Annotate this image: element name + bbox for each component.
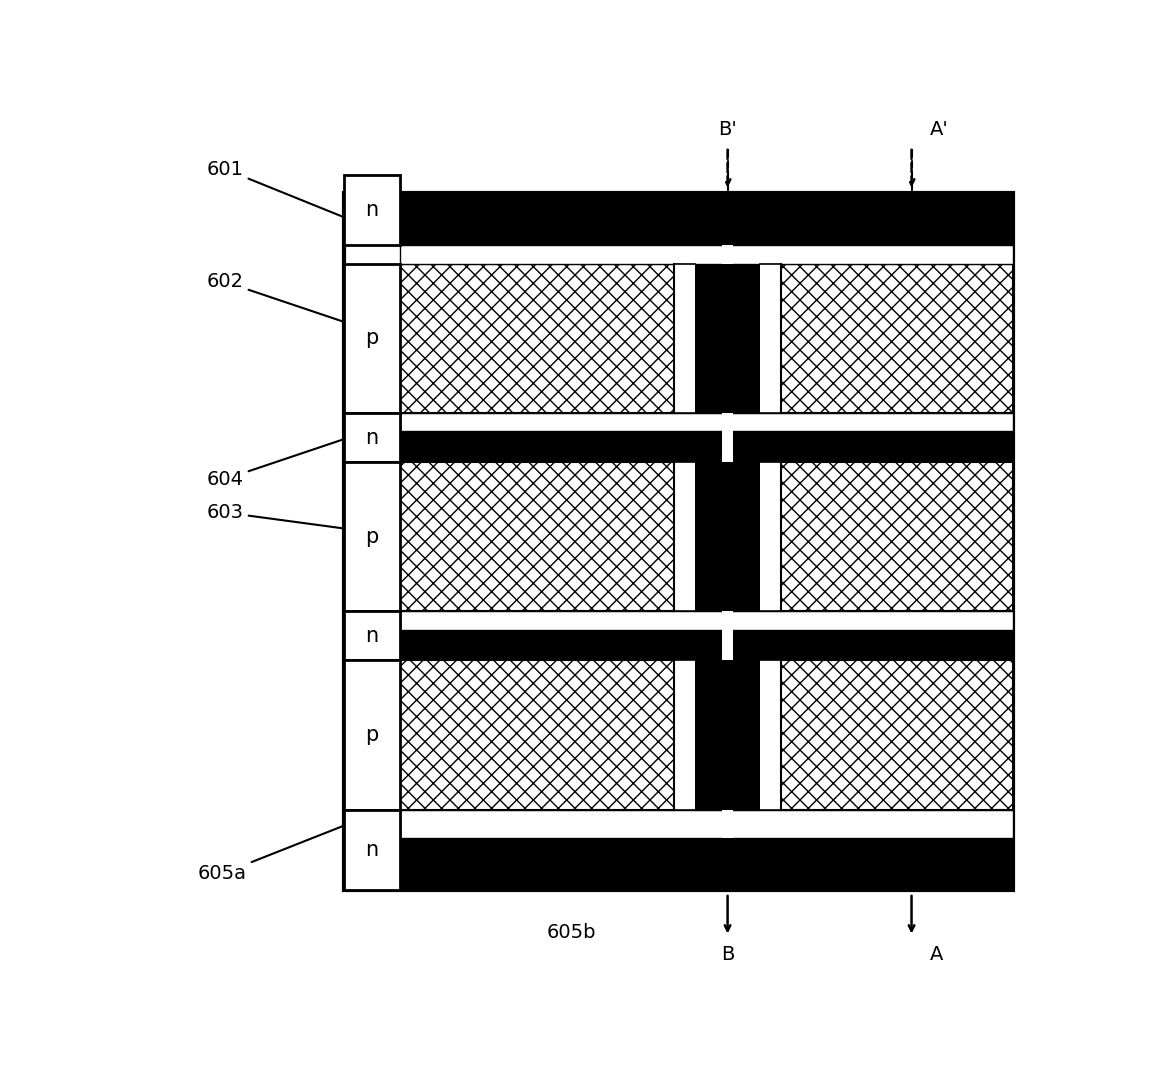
Bar [344, 193, 1013, 891]
Bar [344, 264, 399, 413]
Text: 605a: 605a [198, 825, 346, 883]
Bar [399, 660, 1013, 809]
Bar [399, 245, 1013, 264]
Bar [344, 462, 399, 612]
Text: p: p [366, 329, 378, 348]
Bar [722, 413, 733, 462]
Bar [399, 413, 1013, 432]
Bar [344, 809, 399, 891]
Text: n: n [366, 626, 378, 646]
Text: p: p [366, 725, 378, 744]
Text: n: n [366, 427, 378, 447]
Bar [399, 629, 1013, 660]
Bar [696, 660, 760, 809]
Text: n: n [366, 200, 378, 220]
Text: 605b: 605b [546, 922, 596, 942]
Text: n: n [366, 840, 378, 860]
Bar [399, 809, 1013, 838]
Bar [344, 660, 399, 809]
Bar [696, 462, 760, 612]
Text: B: B [721, 945, 735, 963]
Bar [674, 264, 696, 413]
Text: 604: 604 [206, 438, 346, 489]
Text: p: p [366, 526, 378, 547]
Bar [760, 462, 781, 612]
Text: 603: 603 [206, 503, 346, 528]
Text: 601: 601 [206, 159, 346, 218]
Bar [399, 612, 1013, 629]
Text: A': A' [929, 119, 948, 139]
Bar [399, 838, 1013, 891]
Bar [399, 264, 1013, 413]
Text: 602: 602 [206, 272, 346, 322]
Bar [722, 809, 733, 838]
Bar [696, 264, 760, 413]
Bar [722, 245, 733, 264]
Bar [344, 175, 399, 245]
Bar [674, 462, 696, 612]
Text: A: A [929, 945, 943, 963]
Bar [399, 193, 1013, 245]
Bar [674, 660, 696, 809]
Bar [399, 432, 1013, 462]
Bar [760, 660, 781, 809]
Bar [344, 413, 399, 462]
Text: B': B' [719, 119, 737, 139]
Bar [722, 612, 733, 660]
Bar [760, 264, 781, 413]
Bar [344, 612, 399, 660]
Bar [399, 462, 1013, 612]
